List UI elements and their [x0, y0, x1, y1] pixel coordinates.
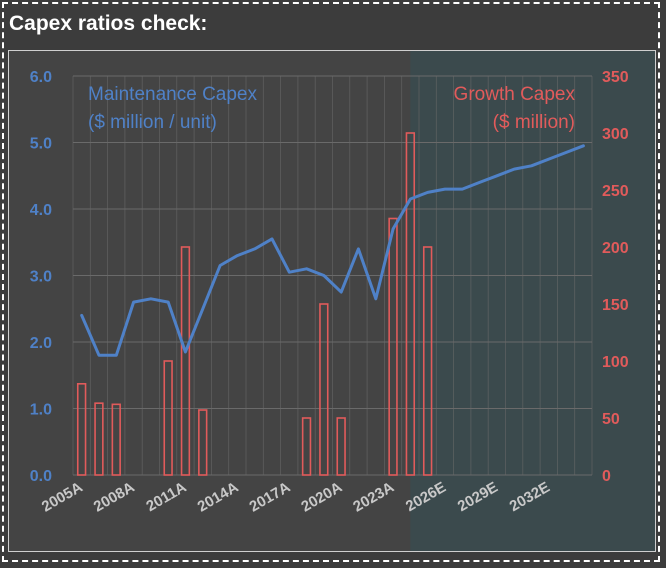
left-axis-tick-label: 5.0 — [30, 136, 52, 153]
growth-capex-bar — [405, 132, 416, 476]
growth-capex-axis-label: Growth Capex — [454, 84, 576, 105]
right-axis-tick-label: 350 — [602, 69, 629, 86]
growth-capex-bar — [422, 246, 433, 476]
maintenance-capex-axis-label: ($ million / unit) — [88, 112, 217, 133]
left-axis-tick-label: 4.0 — [30, 202, 52, 219]
left-axis-tick-label: 3.0 — [30, 269, 52, 286]
growth-capex-bar — [163, 360, 173, 476]
growth-capex-bar — [336, 417, 346, 476]
left-axis-tick-label: 0.0 — [30, 468, 52, 485]
x-axis-tick-label: 2023A — [350, 479, 397, 516]
left-axis-tick-label: 1.0 — [30, 402, 52, 419]
x-axis-tick-label: 2011A — [143, 479, 189, 515]
growth-capex-bar — [301, 417, 312, 476]
right-axis-tick-label: 50 — [602, 411, 620, 428]
left-axis-tick-label: 6.0 — [30, 69, 52, 86]
right-axis-tick-label: 100 — [602, 354, 629, 371]
page-title: Capex ratios check: — [9, 12, 208, 35]
right-axis-tick-label: 200 — [602, 240, 629, 257]
forecast-shade — [410, 51, 655, 551]
right-axis-tick-label: 150 — [602, 297, 629, 314]
outer-frame — [2, 2, 660, 562]
x-axis-tick-label: 2020A — [298, 479, 345, 516]
maintenance-capex-line — [80, 144, 585, 357]
growth-capex-bar — [319, 303, 329, 476]
growth-capex-bar — [94, 402, 104, 476]
right-axis-tick-label: 300 — [602, 126, 629, 143]
x-axis-tick-label: 2014A — [195, 479, 242, 516]
growth-capex-bar — [388, 217, 398, 476]
growth-capex-bar — [198, 409, 208, 476]
maintenance-capex-axis-label: Maintenance Capex — [88, 84, 257, 105]
growth-capex-bar — [76, 382, 87, 476]
x-axis-tick-label: 2008A — [91, 479, 138, 516]
left-axis-tick-label: 2.0 — [30, 335, 52, 352]
x-axis-tick-label: 2017A — [246, 479, 293, 516]
growth-capex-bar — [180, 246, 191, 476]
growth-capex-bar — [111, 403, 121, 476]
right-axis-tick-label: 250 — [602, 183, 629, 200]
right-axis-tick-label: 0 — [602, 468, 611, 485]
growth-capex-axis-label: ($ million) — [493, 112, 575, 133]
